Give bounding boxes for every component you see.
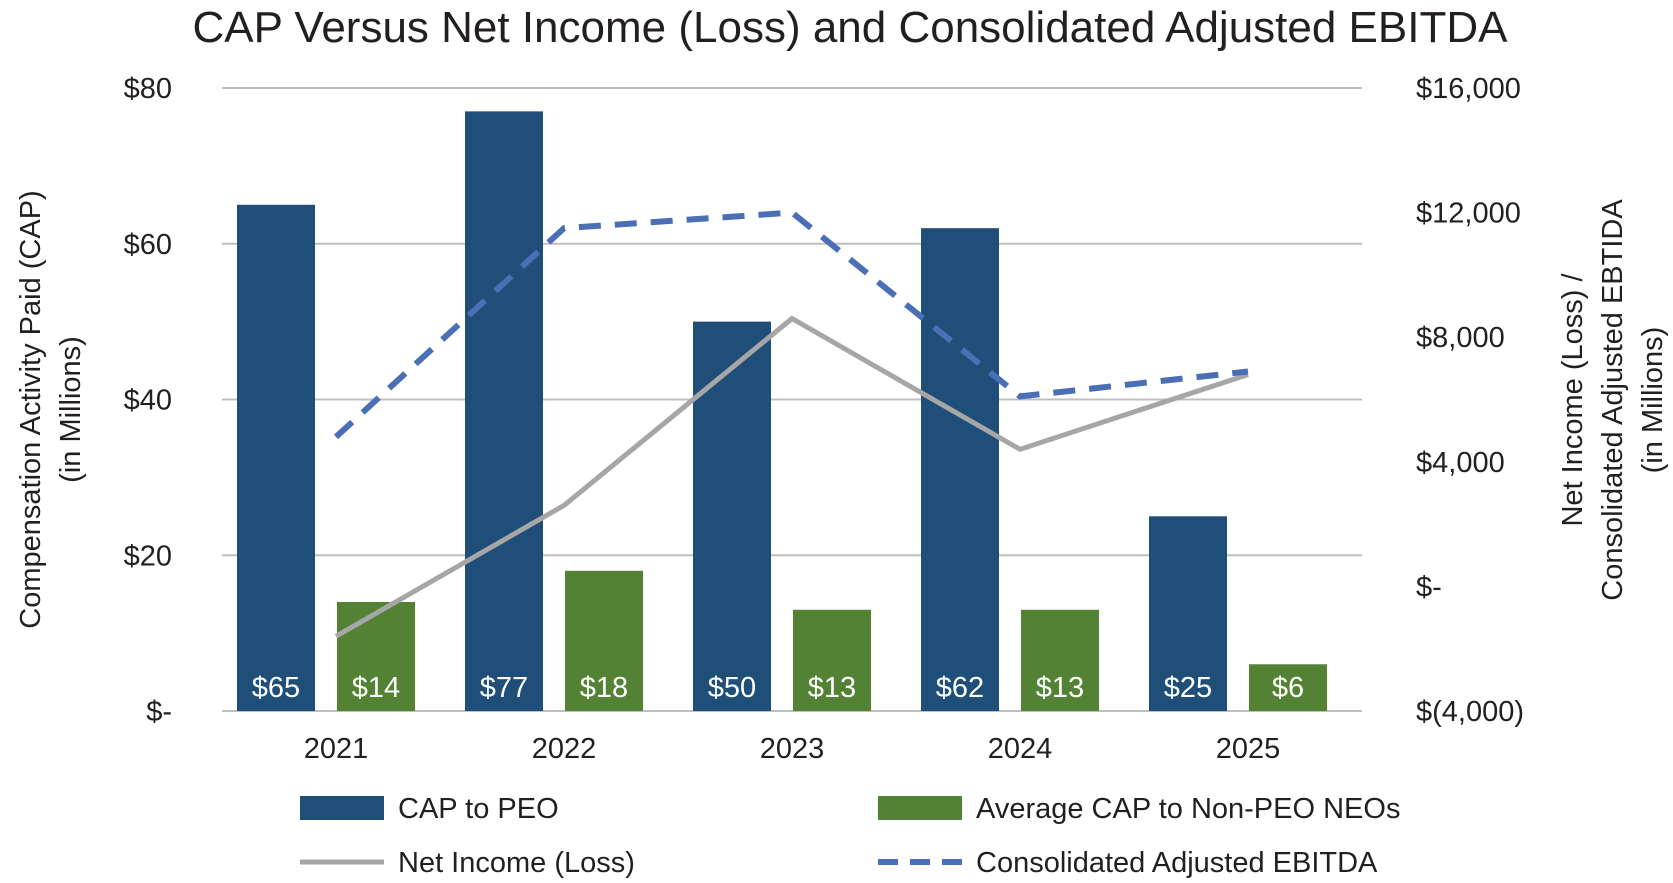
bar <box>337 601 415 711</box>
right-tick-label: $16,000 <box>1416 73 1521 105</box>
left-tick-label: $60 <box>124 229 172 261</box>
right-axis-ticks: $(4,000) $- $4,000 $8,000 $12,000 $16,000 <box>1416 73 1524 728</box>
net-income-line <box>334 315 1249 639</box>
bar <box>693 321 771 711</box>
category-label: 2021 <box>304 733 369 765</box>
bar <box>793 609 871 711</box>
lines <box>333 209 1249 639</box>
legend-item: CAP to PEO <box>300 793 559 825</box>
bar <box>921 228 999 712</box>
category-label: 2023 <box>760 733 825 765</box>
legend: CAP to PEO Average CAP to Non-PEO NEOs Net… <box>300 793 1400 879</box>
right-axis-title: Net Income (Loss) / Consolidated Adjusted… <box>1557 199 1669 601</box>
bar-data-label: $77 <box>480 672 528 704</box>
category-label: 2024 <box>988 733 1053 765</box>
bar-data-label: $13 <box>808 672 856 704</box>
legend-item: Consolidated Adjusted EBITDA <box>878 847 1378 879</box>
bar-data-label: $18 <box>580 672 628 704</box>
legend-swatch <box>300 796 384 820</box>
legend-label: Consolidated Adjusted EBITDA <box>976 847 1378 879</box>
bar-data-label: $65 <box>252 672 300 704</box>
bar-data-label: $50 <box>708 672 756 704</box>
left-axis-title-line: (in Millions) <box>55 336 87 483</box>
left-axis-title-line: Compensation Activity Paid (CAP) <box>15 190 47 628</box>
bar <box>1149 516 1227 711</box>
right-tick-label: $8,000 <box>1416 322 1505 354</box>
legend-item: Net Income (Loss) <box>300 847 635 879</box>
legend-label: CAP to PEO <box>398 793 559 825</box>
left-tick-label: $20 <box>124 540 172 572</box>
left-axis-ticks: $- $20 $40 $60 $80 <box>124 73 172 728</box>
right-axis-title-line: (in Millions) <box>1637 327 1669 474</box>
legend-swatch <box>878 796 962 820</box>
bar <box>237 204 315 711</box>
ebitda-line <box>333 209 1249 440</box>
bar-data-label: $62 <box>936 672 984 704</box>
right-axis-title-line: Net Income (Loss) / <box>1557 273 1589 527</box>
bar <box>1021 609 1099 711</box>
right-axis-title-line: Consolidated Adjusted EBTIDA <box>1597 199 1629 601</box>
bar <box>565 570 643 711</box>
left-axis-title: Compensation Activity Paid (CAP) (in Mill… <box>15 190 87 628</box>
bar-data-label: $25 <box>1164 672 1212 704</box>
bar-data-label: $13 <box>1036 672 1084 704</box>
right-tick-label: $12,000 <box>1416 198 1521 230</box>
left-tick-label: $40 <box>124 385 172 417</box>
bar <box>1249 664 1327 711</box>
chart-title: CAP Versus Net Income (Loss) and Consoli… <box>193 3 1509 52</box>
bar-data-label: $6 <box>1272 672 1304 704</box>
category-label: 2025 <box>1216 733 1281 765</box>
left-tick-label: $- <box>146 696 172 728</box>
category-label: 2022 <box>532 733 597 765</box>
bar <box>465 111 543 712</box>
right-tick-label: $- <box>1416 571 1442 603</box>
legend-label: Average CAP to Non-PEO NEOs <box>976 793 1400 825</box>
right-tick-label: $4,000 <box>1416 447 1505 479</box>
bars: $65 $77 $50 $62 $25 $14 $18 $13 $13 $6 <box>237 111 1327 712</box>
legend-item: Average CAP to Non-PEO NEOs <box>878 793 1400 825</box>
bar-data-label: $14 <box>352 672 400 704</box>
right-tick-label: $(4,000) <box>1416 696 1524 728</box>
category-labels: 2021 2022 2023 2024 2025 <box>304 733 1281 765</box>
legend-label: Net Income (Loss) <box>398 847 635 879</box>
left-tick-label: $80 <box>124 73 172 105</box>
